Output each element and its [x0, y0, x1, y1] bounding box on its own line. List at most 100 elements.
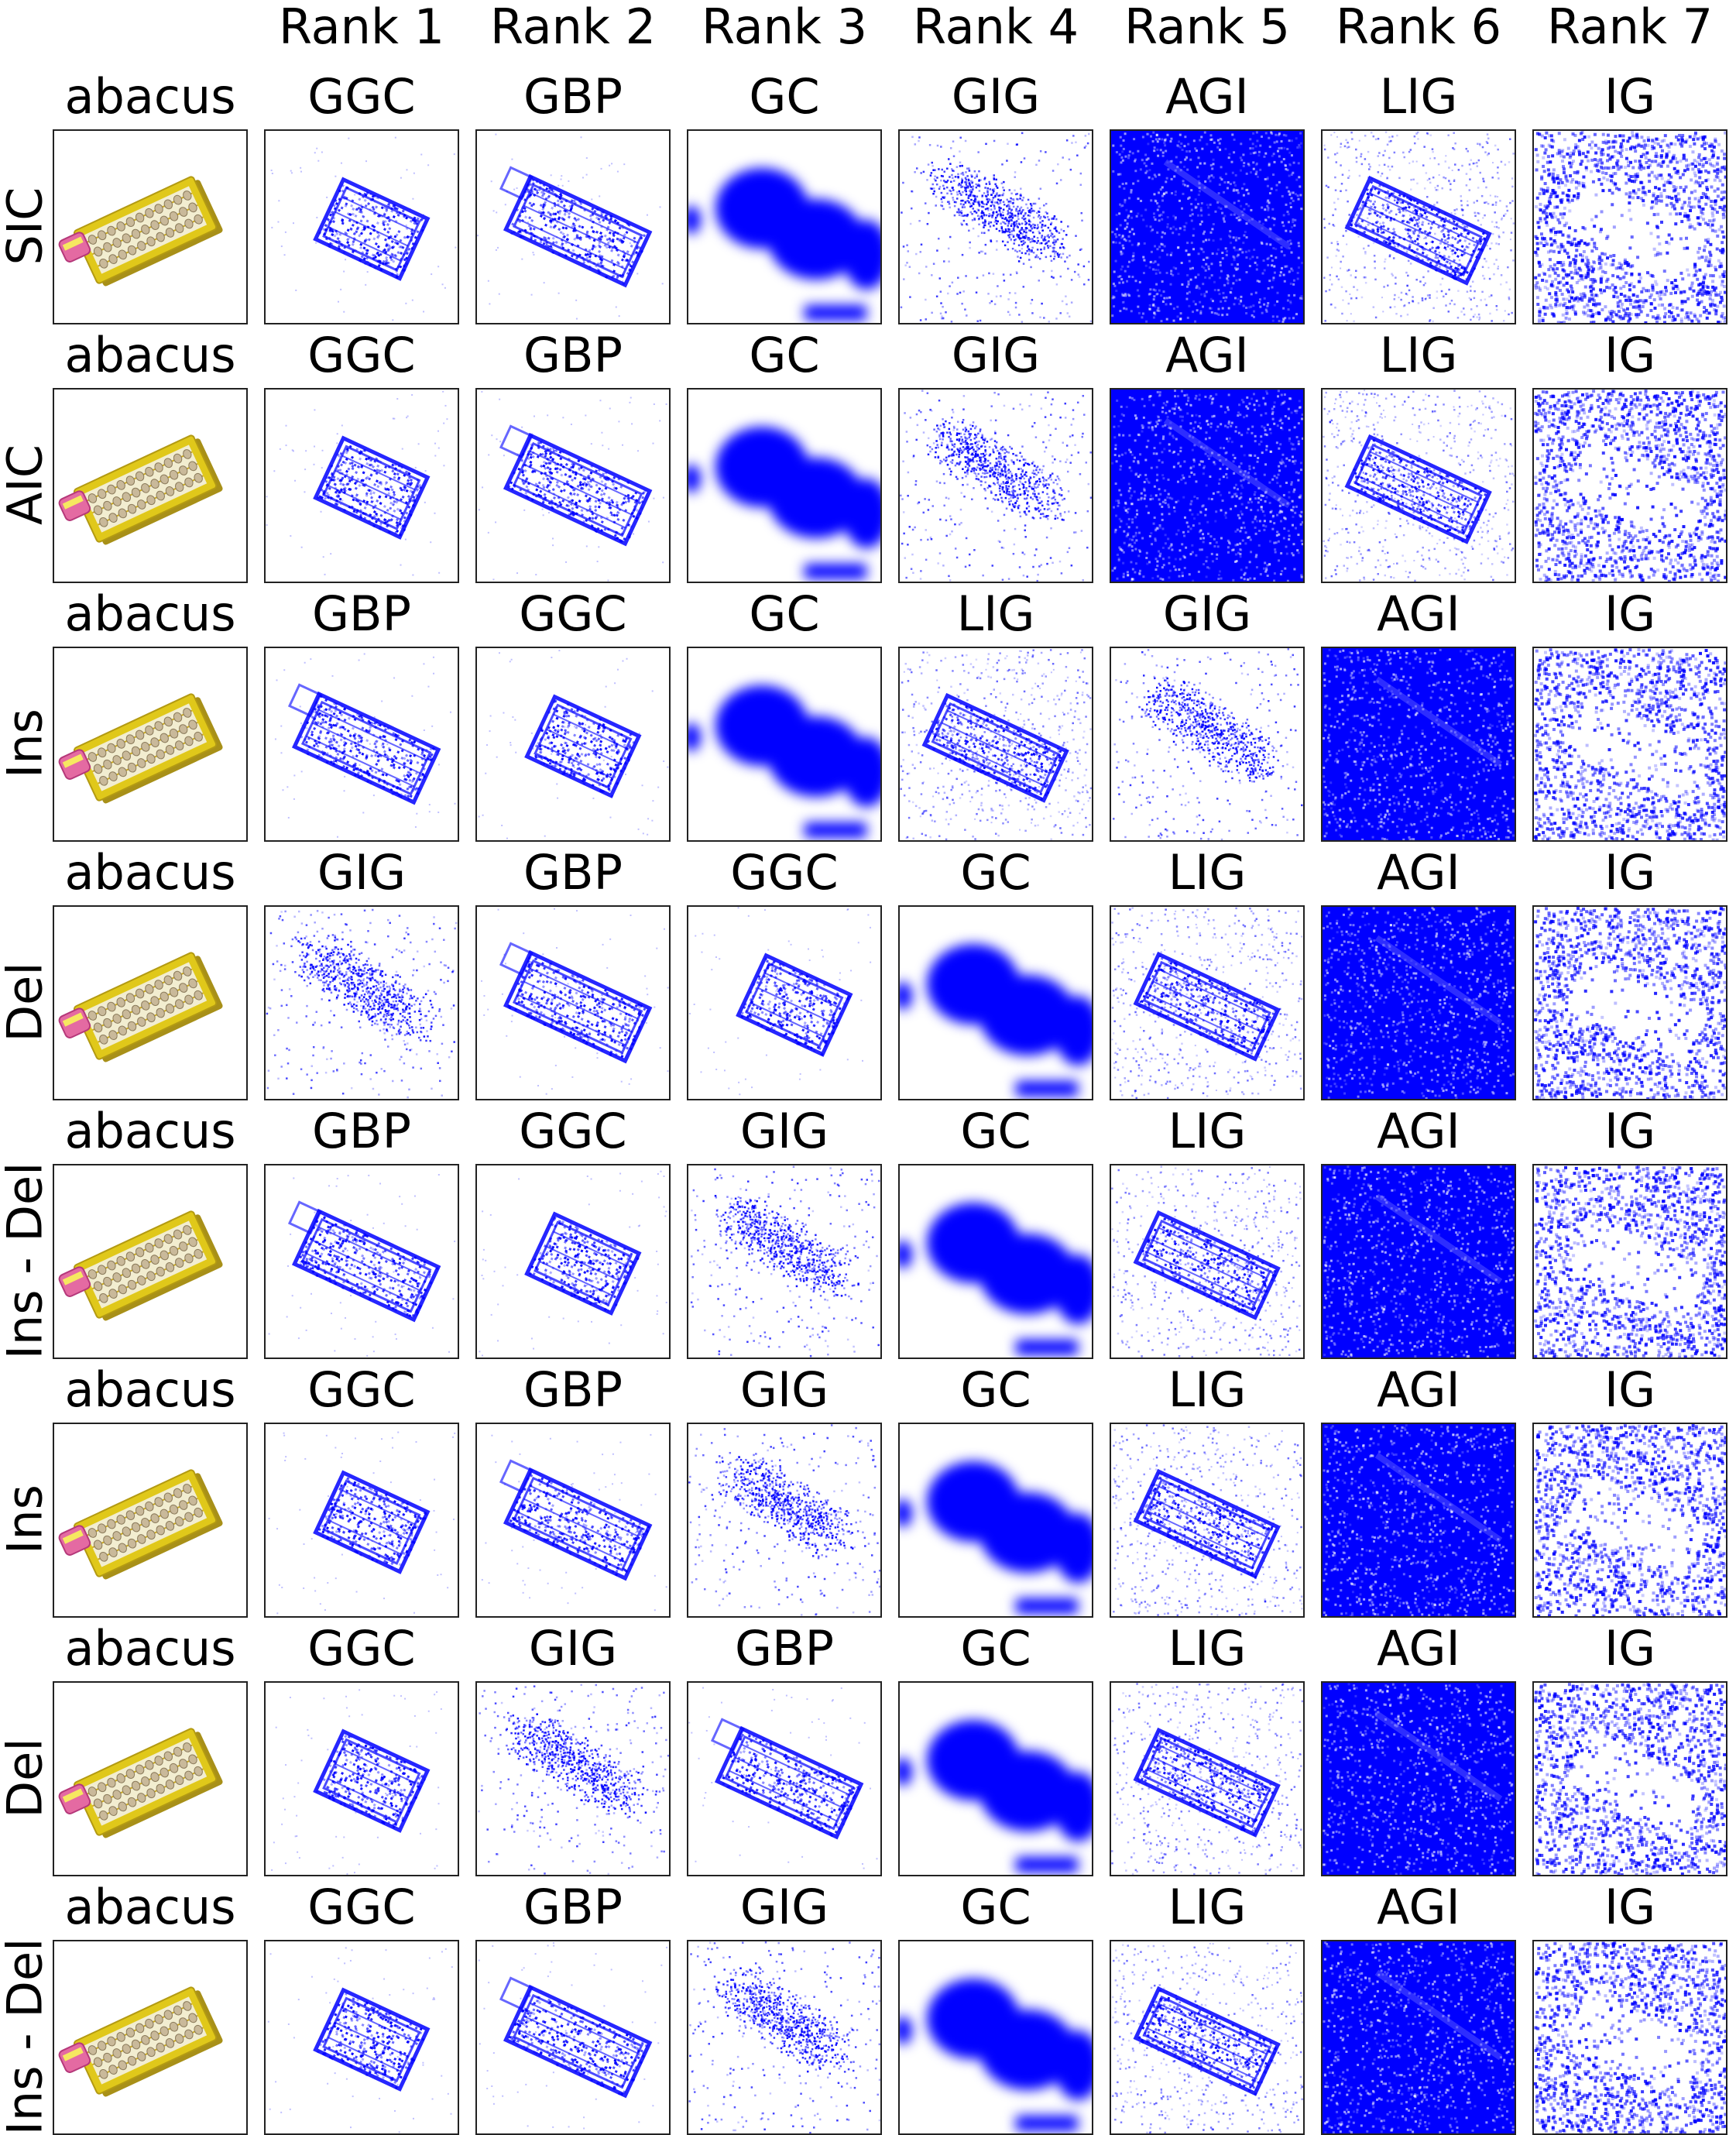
metric-label: Ins — [0, 1485, 53, 1554]
attribution-map — [687, 129, 882, 324]
attribution-map-image — [266, 1424, 458, 1616]
attribution-map-image — [900, 1165, 1092, 1358]
class-label: abacus — [37, 64, 263, 129]
input-image — [53, 647, 248, 842]
attribution-cell: IG — [1532, 322, 1727, 581]
attribution-cell: GC — [687, 64, 882, 322]
attribution-cell: GC — [898, 839, 1093, 1098]
attribution-cell: AGI — [1321, 581, 1516, 839]
attribution-map-image — [266, 131, 458, 323]
attribution-map — [264, 388, 459, 583]
attribution-map-image — [900, 1424, 1092, 1616]
method-label: IG — [1517, 581, 1736, 647]
attribution-cell: GGC — [687, 839, 882, 1098]
method-label: GBP — [460, 839, 686, 905]
attribution-map-image — [1111, 131, 1303, 323]
abacus-image — [54, 131, 246, 323]
attribution-map — [687, 905, 882, 1100]
input-image — [53, 1681, 248, 1876]
attribution-map-image — [688, 131, 880, 323]
attribution-cell: GBP — [264, 581, 459, 839]
attribution-cell: GIG — [898, 322, 1093, 581]
method-label: GGC — [460, 1098, 686, 1164]
attribution-map — [475, 129, 671, 324]
class-label: abacus — [37, 1874, 263, 1940]
metric-label: SIC — [0, 187, 53, 265]
input-image-cell: abacus — [53, 1874, 248, 2133]
method-label: GC — [671, 581, 897, 647]
method-label: IG — [1517, 839, 1736, 905]
attribution-cell: GBP — [475, 64, 671, 322]
method-label: IG — [1517, 1874, 1736, 1940]
input-image — [53, 388, 248, 583]
method-label: GC — [883, 1874, 1109, 1940]
rank-header-4: Rank 4 — [883, 0, 1109, 54]
attribution-map — [1110, 388, 1305, 583]
attribution-cell: GC — [898, 1615, 1093, 1874]
method-label: LIG — [883, 581, 1109, 647]
abacus-image — [54, 907, 246, 1099]
attribution-map — [1321, 129, 1516, 324]
attribution-cell: IG — [1532, 64, 1727, 322]
attribution-cell: LIG — [1110, 1357, 1305, 1615]
metric-label: Del — [0, 962, 53, 1042]
attribution-map-image — [1534, 131, 1726, 323]
attribution-map — [687, 1940, 882, 2135]
method-label: GBP — [249, 1098, 475, 1164]
method-label: IG — [1517, 1098, 1736, 1164]
method-label: LIG — [1305, 64, 1532, 129]
attribution-map — [687, 647, 882, 842]
attribution-cell: IG — [1532, 1874, 1727, 2133]
method-label: AGI — [1094, 64, 1320, 129]
attribution-map-image — [1323, 1941, 1515, 2133]
attribution-map — [475, 1681, 671, 1876]
metric-label: Ins - Del — [0, 1162, 53, 1359]
method-label: GGC — [249, 1357, 475, 1423]
attribution-map — [264, 1940, 459, 2135]
attribution-cell: IG — [1532, 1615, 1727, 1874]
attribution-map — [1532, 129, 1727, 324]
attribution-cell: GIG — [475, 1615, 671, 1874]
method-label: LIG — [1094, 839, 1320, 905]
attribution-map — [1110, 1423, 1305, 1618]
attribution-cell: GBP — [475, 1874, 671, 2133]
method-label: GGC — [249, 64, 475, 129]
attribution-cell: GGC — [264, 1357, 459, 1615]
rank-header-7: Rank 7 — [1517, 0, 1736, 54]
attribution-map — [475, 1423, 671, 1618]
attribution-map — [687, 388, 882, 583]
attribution-cell: IG — [1532, 581, 1727, 839]
abacus-image — [54, 1165, 246, 1358]
method-label: AGI — [1305, 1098, 1532, 1164]
method-label: GGC — [249, 1874, 475, 1940]
attribution-map — [1321, 1164, 1516, 1359]
method-label: GC — [883, 839, 1109, 905]
method-label: IG — [1517, 1357, 1736, 1423]
attribution-map — [1532, 388, 1727, 583]
abacus-image — [54, 1941, 246, 2133]
attribution-cell: IG — [1532, 1357, 1727, 1615]
attribution-map — [1532, 647, 1727, 842]
attribution-map — [475, 1940, 671, 2135]
attribution-map-image — [688, 648, 880, 840]
method-label: LIG — [1094, 1615, 1320, 1681]
attribution-cell: AGI — [1321, 1357, 1516, 1615]
attribution-map — [475, 905, 671, 1100]
class-label: abacus — [37, 839, 263, 905]
attribution-map-image — [477, 390, 669, 582]
attribution-map — [1532, 1423, 1727, 1618]
input-image-cell: abacus — [53, 581, 248, 839]
metric-label-container: Ins - Del — [0, 1940, 50, 2133]
attribution-map-image — [266, 907, 458, 1099]
attribution-cell: LIG — [1110, 1615, 1305, 1874]
attribution-map — [898, 1164, 1093, 1359]
attribution-map — [1321, 1681, 1516, 1876]
attribution-cell: GC — [687, 322, 882, 581]
attribution-cell: GIG — [264, 839, 459, 1098]
attribution-map-image — [1534, 390, 1726, 582]
